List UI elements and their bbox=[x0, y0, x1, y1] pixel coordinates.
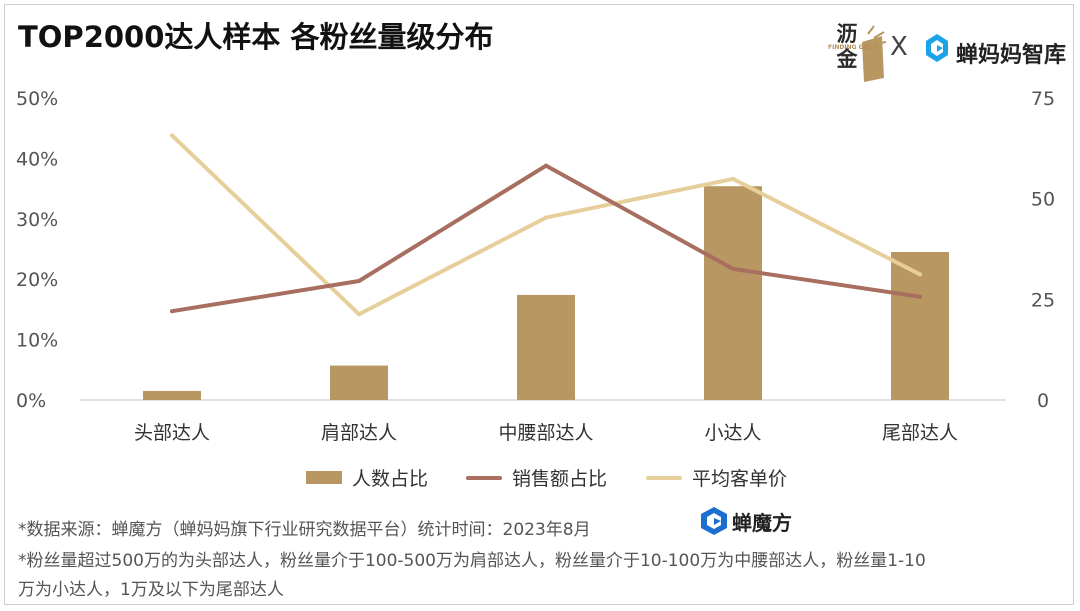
x-category-label: 小达人 bbox=[704, 422, 761, 444]
y-left-tick-label: 10% bbox=[16, 330, 58, 352]
legend-swatch-bar bbox=[306, 471, 342, 484]
line-sales-share-point bbox=[544, 163, 548, 168]
chanmama-logo-text: 蝉妈妈智库 bbox=[956, 43, 1067, 68]
legend-label: 人数占比 bbox=[352, 468, 429, 490]
bar-headcount-share bbox=[330, 365, 388, 400]
finding-gold-logo: 沥金 FINDING GOLD bbox=[828, 20, 887, 82]
chanmofang-brand-text: 蝉魔方 bbox=[732, 511, 792, 535]
x-category-label: 中腰部达人 bbox=[498, 422, 593, 444]
bar-headcount-share bbox=[143, 390, 201, 400]
y-left-tick-label: 0% bbox=[16, 390, 46, 412]
line-sales-share-point bbox=[731, 266, 735, 271]
bar-headcount-share bbox=[704, 186, 762, 400]
y-left-tick-label: 20% bbox=[16, 269, 58, 291]
chanmofang-icon bbox=[701, 507, 727, 535]
line-sales-share bbox=[170, 163, 922, 314]
definition-footnote-line1: *粉丝量超过500万的为头部达人，粉丝量介于100-500万为肩部达人，粉丝量介… bbox=[18, 551, 926, 571]
line-avg-price-point bbox=[918, 272, 922, 277]
logo-group: 沥金 FINDING GOLD X 蝉妈妈智库 bbox=[822, 20, 1072, 84]
x-category-label: 头部达人 bbox=[134, 422, 210, 444]
x-category-label: 肩部达人 bbox=[321, 422, 397, 444]
y-right-tick-label: 0 bbox=[1037, 390, 1049, 412]
line-avg-price-point bbox=[731, 176, 735, 181]
line-sales-share-point bbox=[357, 279, 361, 284]
source-footnote: *数据来源：蝉魔方（蝉妈妈旗下行业研究数据平台）统计时间：2023年8月 bbox=[18, 520, 591, 540]
y-right-tick-label: 75 bbox=[1031, 88, 1055, 110]
chart-frame bbox=[4, 4, 1074, 605]
line-avg-price bbox=[170, 133, 922, 317]
y-right-tick-label: 25 bbox=[1031, 289, 1055, 311]
legend-label: 销售额占比 bbox=[512, 468, 608, 490]
y-right-tick-label: 50 bbox=[1031, 189, 1055, 211]
finding-gold-logo-mark bbox=[862, 25, 887, 82]
legend-item-sales-share: 销售额占比 bbox=[466, 464, 607, 491]
finding-gold-logo-text: 沥金 bbox=[836, 22, 858, 71]
x-category-label: 尾部达人 bbox=[882, 422, 958, 444]
bar-headcount-share bbox=[517, 294, 575, 400]
chanmofang-brand: 蝉魔方 bbox=[698, 505, 808, 537]
legend-item-headcount: 人数占比 bbox=[306, 464, 428, 491]
y-left-tick-label: 50% bbox=[16, 88, 58, 110]
line-avg-price-point bbox=[357, 312, 361, 317]
chart-title: TOP2000达人样本 各粉丝量级分布 bbox=[18, 20, 494, 54]
line-sales-share-point bbox=[170, 309, 174, 314]
y-left-tick-label: 40% bbox=[16, 148, 58, 170]
legend-item-avg-price: 平均客单价 bbox=[646, 464, 787, 491]
y-left-tick-label: 30% bbox=[16, 209, 58, 231]
line-avg-price-point bbox=[170, 133, 174, 138]
definition-footnote-line2: 万为小达人，1万及以下为尾部达人 bbox=[18, 580, 284, 600]
legend-swatch-line bbox=[646, 475, 682, 480]
line-sales-share-point bbox=[918, 294, 922, 299]
bar-headcount-share bbox=[891, 252, 949, 400]
line-avg-price-point bbox=[544, 215, 548, 220]
logo-separator: X bbox=[890, 32, 908, 62]
legend-swatch-line bbox=[466, 475, 502, 480]
finding-gold-logo-subtext: FINDING GOLD bbox=[828, 44, 878, 51]
chanmama-icon bbox=[922, 31, 952, 65]
legend-label: 平均客单价 bbox=[692, 468, 788, 490]
